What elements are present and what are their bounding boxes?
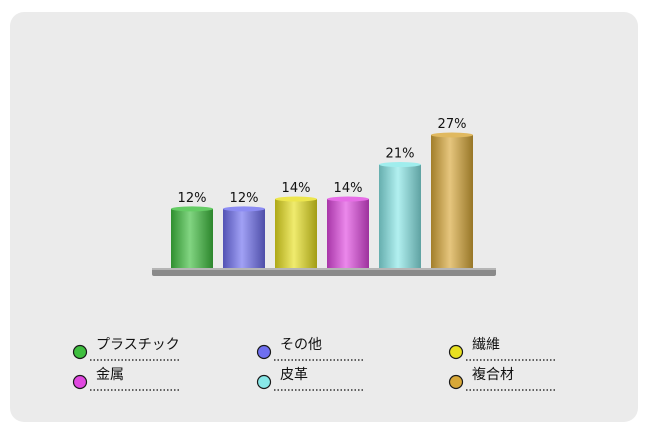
- data-label: 14%: [282, 181, 311, 196]
- legend-item: 金属: [72, 367, 180, 391]
- data-label: 12%: [178, 191, 207, 206]
- chart-panel: [10, 12, 638, 422]
- bar-top-繊維: [275, 196, 317, 202]
- bar-複合材: [431, 135, 473, 268]
- legend-swatch: [448, 374, 464, 390]
- legend-item: 皮革: [256, 367, 364, 391]
- legend-swatch: [72, 344, 88, 360]
- bar-その他: [223, 208, 265, 268]
- legend-item: その他: [256, 337, 364, 361]
- bar-プラスチック: [171, 208, 213, 268]
- baseline-highlight: [152, 268, 496, 270]
- legend-item: 複合材: [448, 366, 556, 391]
- bar-top-プラスチック: [171, 206, 213, 212]
- legend-label: プラスチック: [96, 337, 180, 353]
- legend-swatch: [256, 374, 272, 390]
- legend-label: 複合材: [472, 366, 514, 383]
- data-label: 14%: [334, 181, 363, 196]
- legend-label: 繊維: [472, 337, 500, 353]
- bar-top-その他: [223, 206, 265, 212]
- bars-group: 12% 12% 14% 14% 21% 27%: [171, 117, 473, 268]
- data-label: 12%: [230, 191, 259, 206]
- bar-top-複合材: [431, 132, 473, 138]
- data-label: 27%: [438, 117, 467, 132]
- bar-金属: [327, 199, 369, 268]
- bar-繊維: [275, 199, 317, 268]
- legend-swatch: [448, 344, 464, 360]
- legend-label: その他: [280, 337, 322, 353]
- data-label: 21%: [386, 147, 415, 162]
- legend-label: 金属: [96, 367, 124, 383]
- legend-swatch: [72, 374, 88, 390]
- legend-swatch: [256, 344, 272, 360]
- legend-item: 繊維: [448, 337, 556, 361]
- bar-皮革: [379, 164, 421, 268]
- legend-label: 皮革: [280, 367, 308, 383]
- legend-item: プラスチック: [72, 337, 180, 361]
- bar-top-金属: [327, 196, 369, 202]
- bar-top-皮革: [379, 162, 421, 168]
- chart-baseline: [152, 268, 496, 276]
